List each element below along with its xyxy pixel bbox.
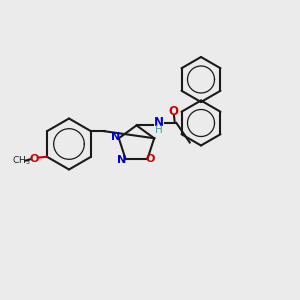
Text: N: N (111, 132, 120, 142)
Text: N: N (153, 116, 164, 130)
Text: O: O (168, 105, 178, 118)
Text: O: O (30, 154, 39, 164)
Text: CH$_3$: CH$_3$ (12, 154, 31, 167)
Text: O: O (145, 154, 154, 164)
Text: N: N (117, 155, 127, 165)
Text: H: H (154, 125, 162, 135)
